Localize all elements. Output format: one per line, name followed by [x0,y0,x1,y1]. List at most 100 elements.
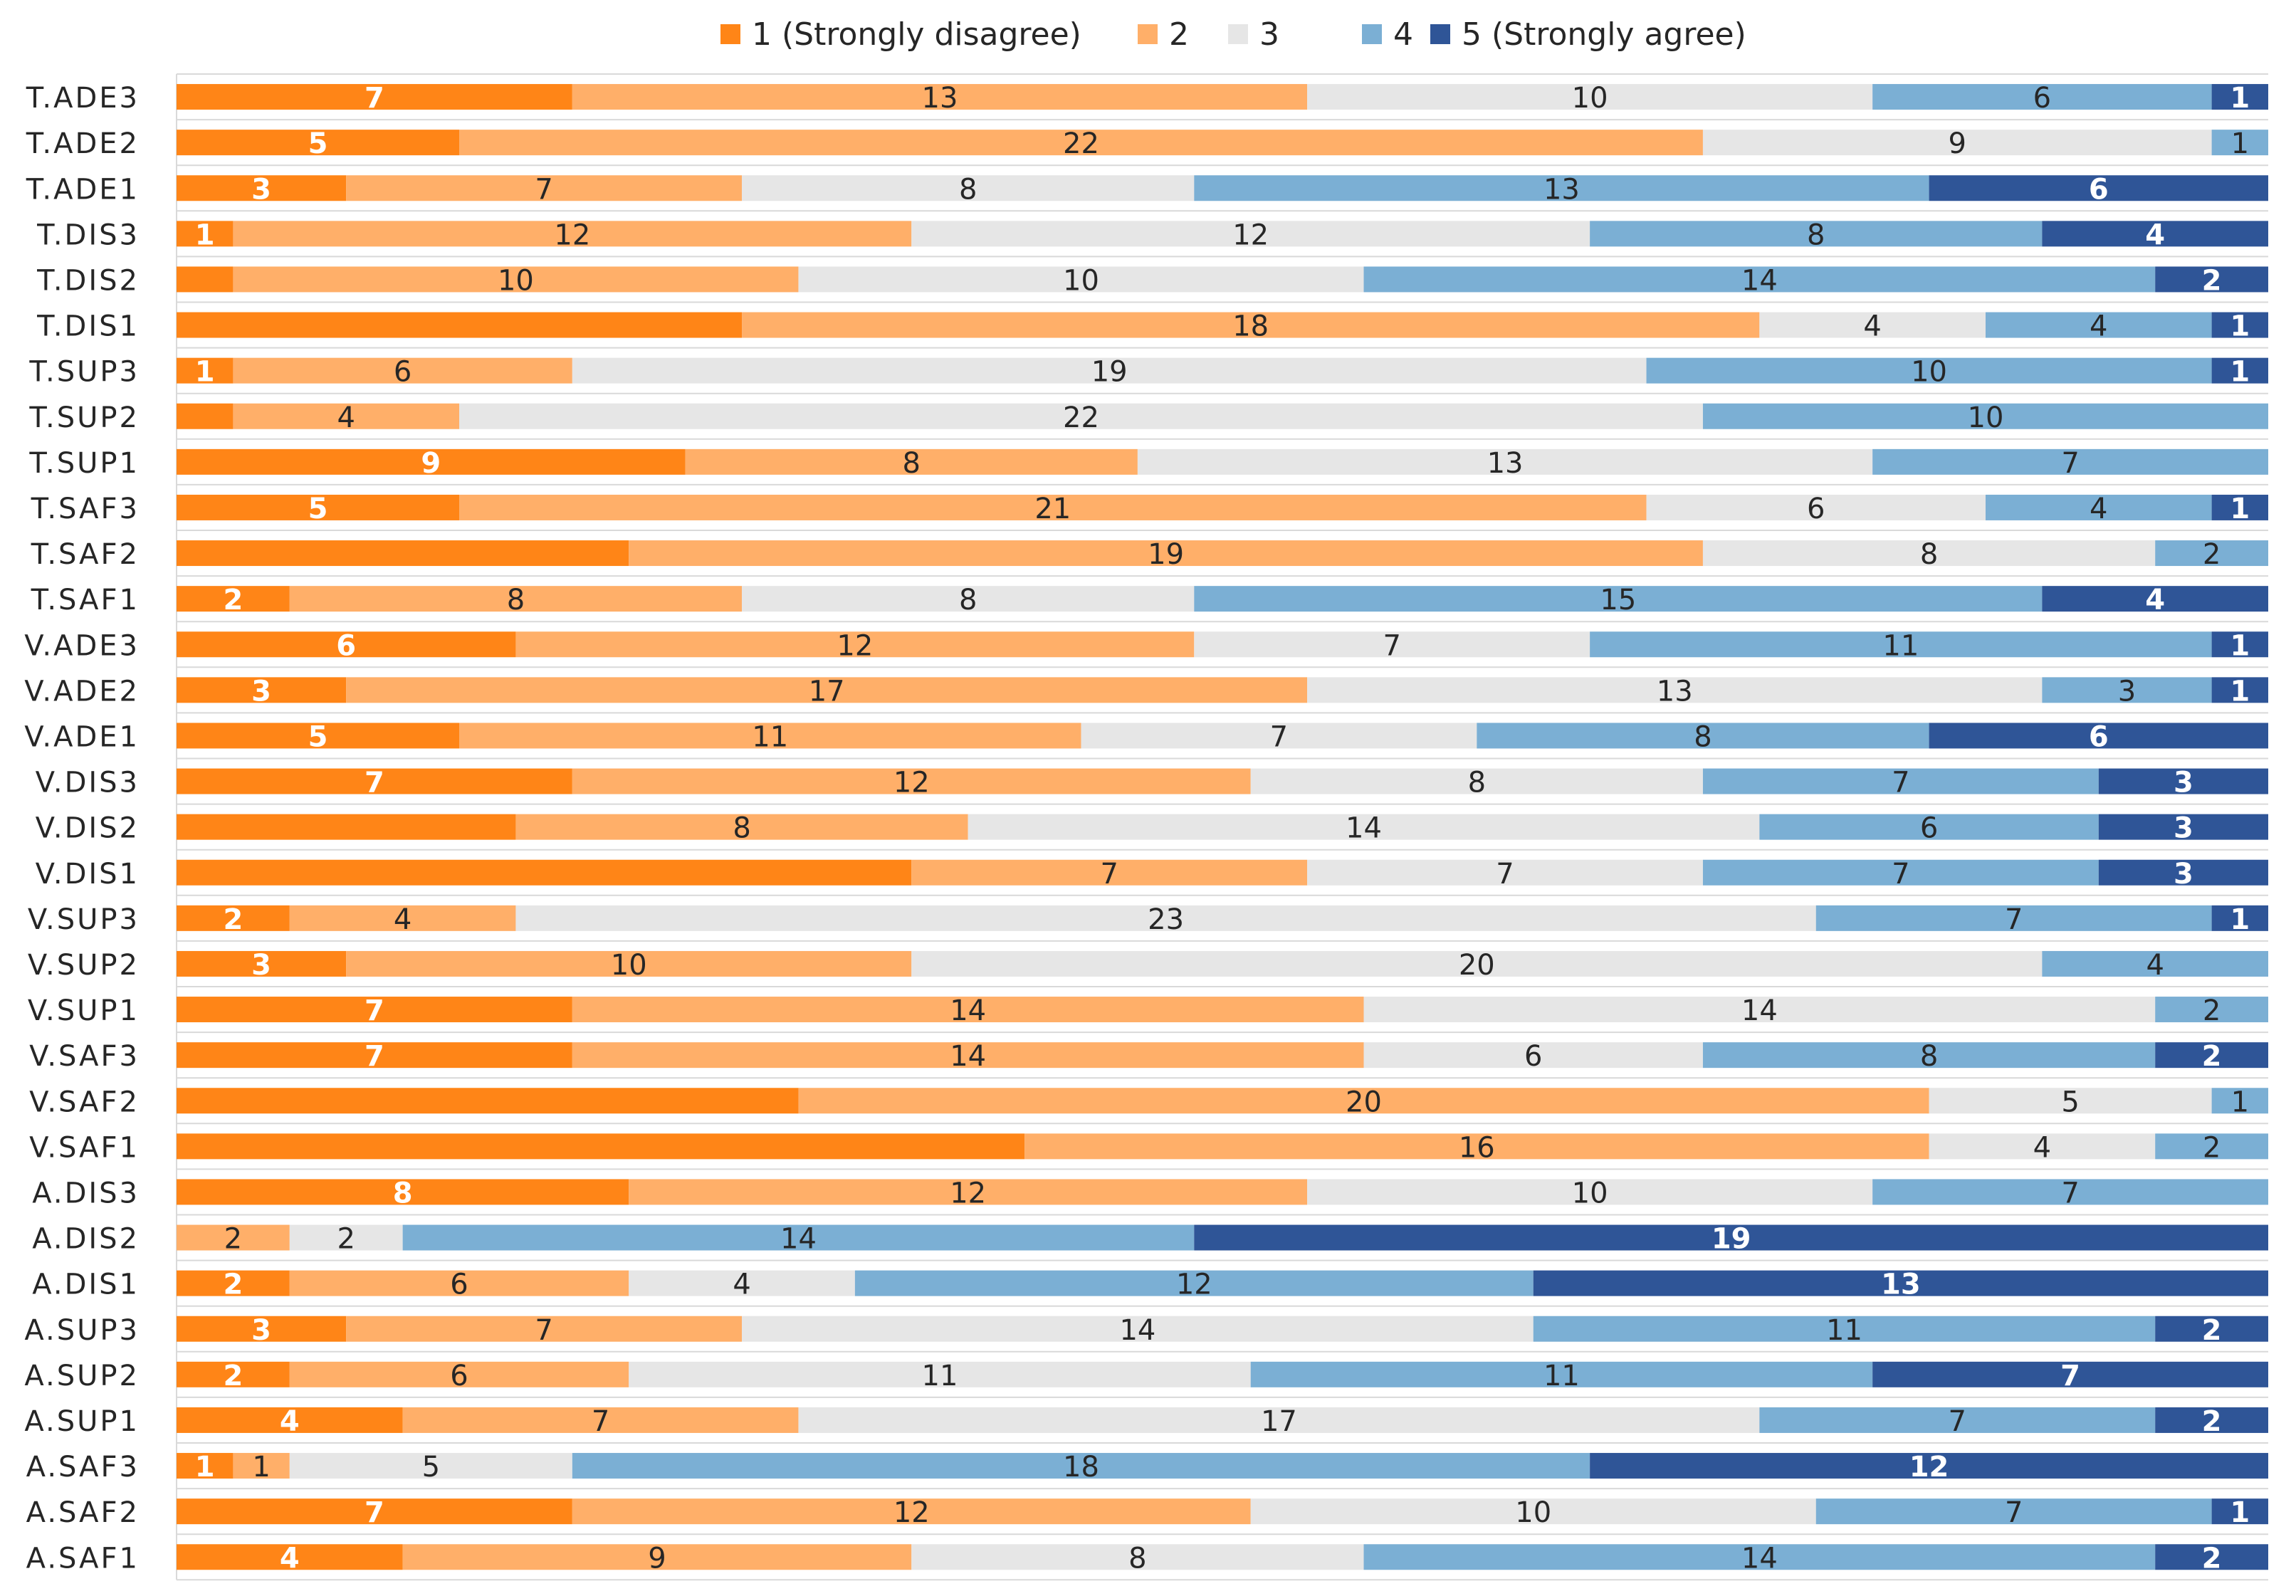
category-label-a-dis2: A.DIS2 [32,1223,140,1256]
data-label-t-sup1-s2: 8 [903,447,921,480]
data-label-t-saf2-s4: 2 [2203,538,2221,571]
data-label-v-ade3-s2: 12 [837,629,873,662]
data-label-t-dis3-s3: 12 [1232,219,1269,251]
data-label-v-ade2-s3: 13 [1657,675,1693,708]
bar-t-sup1-s2 [685,448,1138,475]
data-label-v-sup3-s3: 23 [1148,903,1184,936]
bar-a-sup1-s4 [1759,1407,2156,1433]
bar-a-dis3-s2 [629,1179,1308,1205]
bar-v-saf3-s3 [1363,1042,1703,1069]
bar-t-ade1-s1 [177,175,347,201]
bar-a-sup3-s3 [742,1316,1534,1342]
bar-t-saf1-s5 [2042,586,2268,612]
data-label-v-sup2-s4: 4 [2146,949,2164,982]
bar-t-sup2-s1 [177,403,234,429]
bar-t-ade2-s1 [177,130,460,156]
legend-swatch-s4 [1362,24,1382,44]
category-label-a-saf1: A.SAF1 [26,1542,140,1575]
data-label-v-ade3-s4: 11 [1882,629,1919,662]
data-label-t-ade1-s4: 13 [1543,173,1580,206]
bar-t-dis1-s2 [742,312,1760,338]
bar-t-sup2-s4 [1702,403,2268,429]
data-label-v-ade2-s1: 3 [251,675,271,708]
bar-t-ade2-s2 [459,130,1703,156]
data-label-v-sup2-s3: 20 [1459,949,1495,982]
bar-v-dis3-s5 [2098,768,2268,794]
data-label-v-saf2-s4: 1 [2231,1086,2249,1118]
bar-v-dis1-s1 [177,859,912,886]
bar-v-ade2-s3 [1307,677,2043,703]
bar-v-saf3-s1 [177,1042,572,1069]
data-label-a-dis3-s3: 10 [1572,1177,1608,1209]
category-label-v-ade2: V.ADE2 [24,675,140,708]
data-label-t-dis2-s5: 2 [2202,264,2222,297]
data-label-t-ade1-s3: 8 [959,173,977,206]
data-label-a-sup3-s2: 7 [535,1314,552,1347]
data-label-a-sup1-s3: 17 [1261,1405,1297,1438]
data-label-v-dis3-s4: 7 [1892,767,1909,799]
category-label-a-saf3: A.SAF3 [26,1451,140,1484]
data-label-a-saf1-s5: 2 [2202,1542,2222,1575]
bar-a-sup2-s2 [289,1361,629,1387]
category-label-v-sup2: V.SUP2 [28,949,140,982]
bar-v-ade1-s5 [1929,723,2268,749]
bar-v-saf2-s2 [798,1088,1929,1114]
legend-swatch-s1 [720,24,740,44]
bar-t-dis3-s3 [911,221,1590,247]
data-label-v-saf1-s4: 2 [2203,1131,2221,1164]
data-label-a-saf2-s1: 7 [365,1496,384,1529]
bar-v-saf2-s4 [2211,1088,2268,1114]
data-label-t-saf2-s3: 8 [1920,538,1938,571]
bar-t-saf3-s3 [1646,494,1986,520]
bar-t-sup3-s2 [233,357,572,384]
category-label-t-sup2: T.SUP2 [28,401,140,434]
bar-t-ade3-s4 [1872,84,2212,110]
bar-v-dis3-s4 [1702,768,2099,794]
data-label-t-sup2-s4: 10 [1968,401,2004,434]
bar-a-dis3-s3 [1307,1179,1873,1205]
bar-a-dis3-s4 [1872,1179,2268,1205]
bar-t-ade3-s1 [177,84,572,110]
data-label-t-dis2-s2: 10 [498,264,534,297]
bar-v-ade1-s1 [177,723,460,749]
bar-a-sup1-s3 [798,1407,1760,1433]
data-label-v-saf3-s4: 8 [1920,1040,1938,1073]
bar-v-sup2-s4 [2042,950,2268,977]
data-label-t-ade2-s4: 1 [2231,127,2249,160]
data-label-t-saf3-s1: 5 [308,493,328,525]
bar-t-dis2-s4 [1363,266,2156,293]
data-label-t-saf1-s1: 2 [223,584,243,616]
legend-swatch-s3 [1228,24,1248,44]
bar-v-saf1-s2 [1024,1133,1929,1160]
category-label-v-dis1: V.DIS1 [36,858,140,891]
bar-v-dis1-s3 [1307,859,1703,886]
bar-t-sup3-s1 [177,357,234,384]
data-label-t-dis3-s1: 1 [195,219,215,251]
data-label-v-ade2-s2: 17 [809,675,845,708]
bar-v-ade2-s2 [346,677,1308,703]
bar-t-ade3-s5 [2211,84,2268,110]
bar-t-saf1-s3 [742,586,1195,612]
data-label-v-saf3-s2: 14 [950,1040,986,1073]
data-label-v-sup1-s1: 7 [365,994,384,1027]
data-label-v-dis1-s3: 7 [1496,858,1514,891]
data-label-a-sup2-s1: 2 [223,1360,243,1392]
category-label-t-saf3: T.SAF3 [31,493,140,525]
data-label-v-ade1-s4: 8 [1694,720,1711,753]
data-label-t-ade2-s3: 9 [1949,127,1966,160]
bar-a-sup2-s1 [177,1361,290,1387]
data-label-t-ade1-s5: 6 [2089,173,2109,206]
data-label-a-sup1-s2: 7 [592,1405,609,1438]
data-label-t-sup3-s5: 1 [2230,356,2250,389]
category-label-t-sup3: T.SUP3 [28,356,140,389]
bar-a-saf2-s5 [2211,1498,2268,1525]
legend-label-s4: 4 [1393,16,1413,53]
bar-v-saf3-s5 [2155,1042,2268,1069]
bar-t-saf1-s2 [289,586,743,612]
data-label-t-sup1-s3: 13 [1487,447,1524,480]
bar-v-saf2-s3 [1929,1088,2212,1114]
data-label-t-ade2-s2: 22 [1063,127,1099,160]
category-label-a-sup1: A.SUP1 [24,1405,140,1438]
bar-v-sup2-s3 [911,950,2043,977]
bar-v-sup1-s1 [177,997,572,1023]
